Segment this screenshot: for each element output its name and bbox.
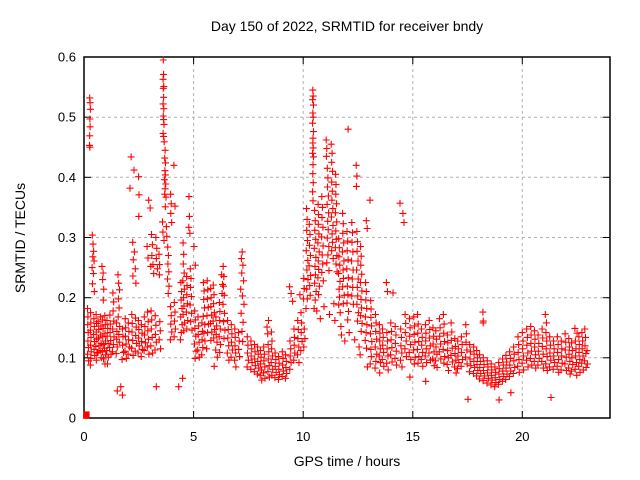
x-tick-label: 5 <box>190 429 197 444</box>
x-tick-label: 20 <box>515 429 529 444</box>
chart-title: Day 150 of 2022, SRMTID for receiver bnd… <box>211 18 483 34</box>
data-point-square <box>83 411 90 418</box>
y-axis-label: SRMTID / TECUs <box>12 183 28 293</box>
y-tick-label: 0.3 <box>58 230 76 245</box>
x-axis-label: GPS time / hours <box>294 453 401 469</box>
data-points-SRMTID <box>84 56 591 404</box>
y-tick-label: 0.1 <box>58 350 76 365</box>
data-points <box>83 56 591 419</box>
y-tick-label: 0.5 <box>58 110 76 125</box>
x-tick-label: 10 <box>296 429 310 444</box>
tick-labels: 0 5 10 15 20 0 0.1 0.2 0.3 0.4 0.5 0.6 <box>58 50 530 445</box>
x-tick-label: 0 <box>80 429 87 444</box>
y-tick-label: 0 <box>69 411 76 426</box>
y-tick-label: 0.4 <box>58 170 76 185</box>
x-tick-label: 15 <box>406 429 420 444</box>
y-tick-label: 0.6 <box>58 50 76 65</box>
y-tick-label: 0.2 <box>58 290 76 305</box>
gridlines <box>84 57 610 418</box>
